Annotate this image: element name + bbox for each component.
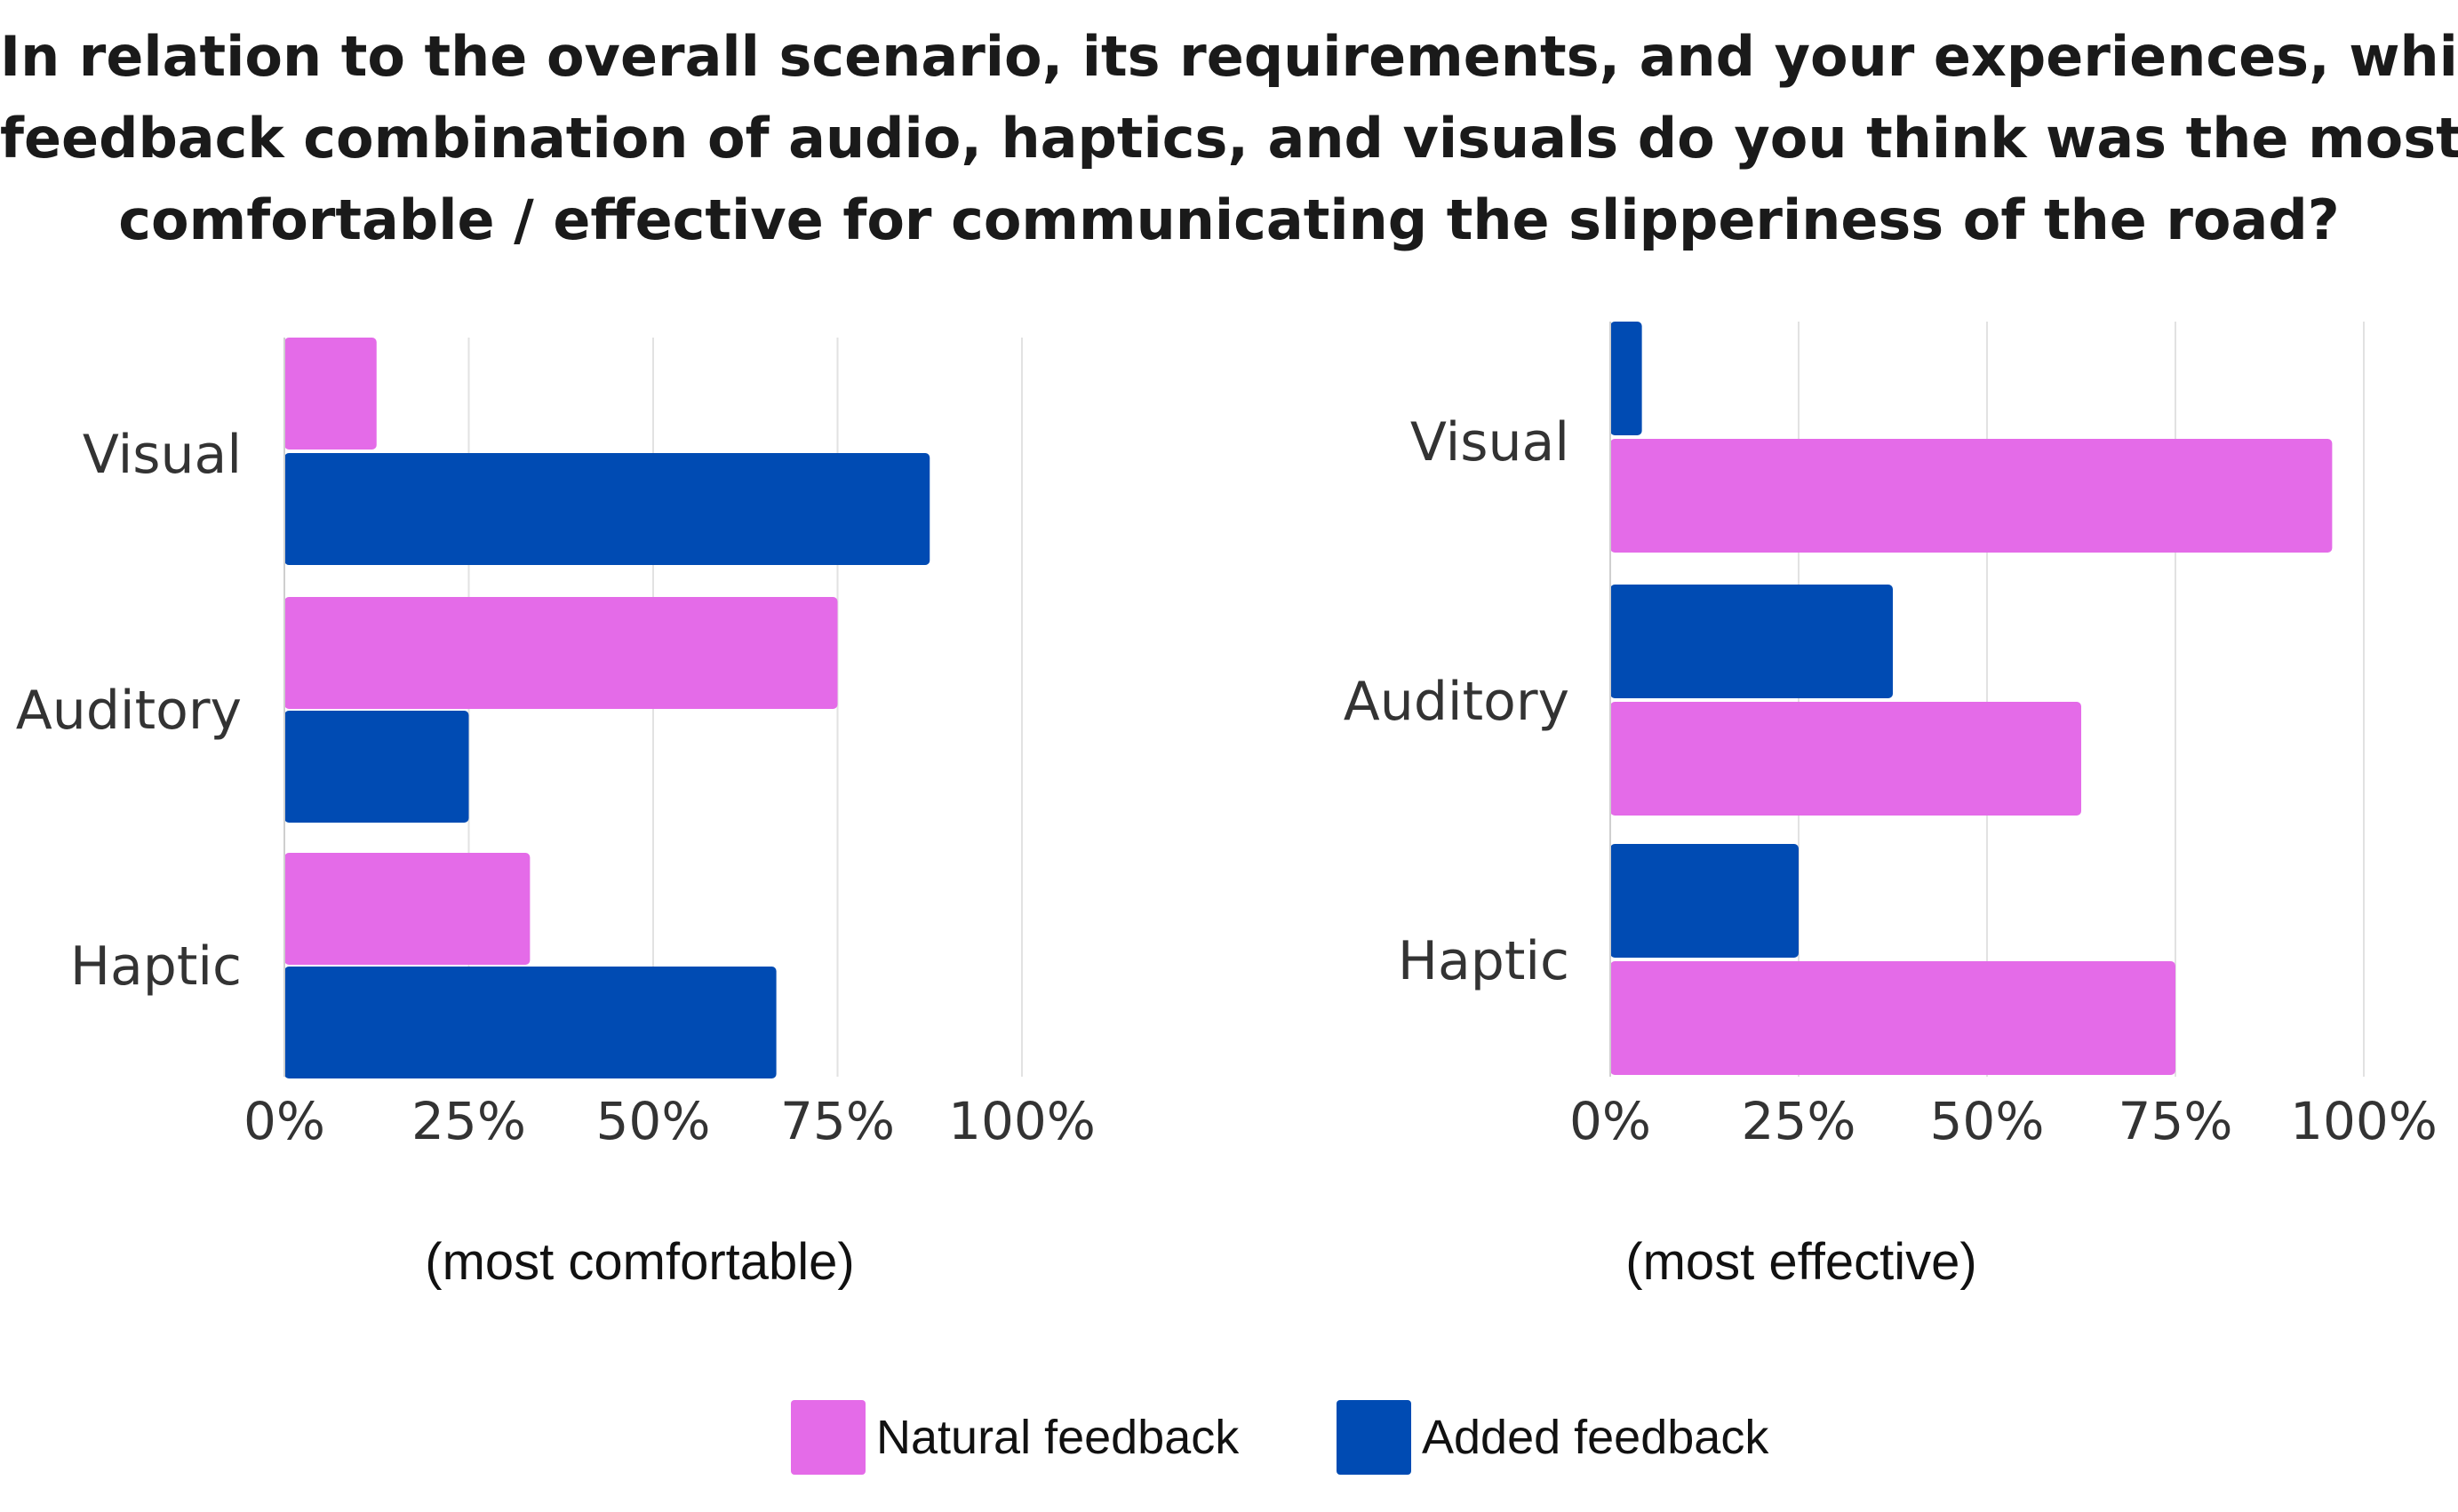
- chart-1-tick-label: 100%: [948, 1091, 1096, 1151]
- chart-2-bar-auditory-added: [1610, 585, 1893, 698]
- chart-1-subtitle: (most comfortable): [425, 1233, 854, 1291]
- chart-1-bar-haptic-added: [284, 967, 777, 1078]
- chart-title: In relation to the overall scenario, its…: [0, 16, 2458, 261]
- chart-1-bar-visual-added: [284, 453, 930, 565]
- legend-swatch-added: [1337, 1400, 1411, 1475]
- chart-2-tick-label: 0%: [1569, 1091, 1651, 1151]
- title-line-1: In relation to the overall scenario, its…: [0, 24, 2458, 89]
- title-line-2-text: feedback combination of audio, haptics, …: [0, 106, 2309, 171]
- chart-1-category-label: Haptic: [70, 935, 242, 998]
- chart-2-tick-label: 25%: [1742, 1091, 1856, 1151]
- legend-label-added: Added feedback: [1422, 1411, 1769, 1464]
- chart-1-bar-haptic-natural: [284, 853, 531, 965]
- chart-2-subtitle: (most effective): [1625, 1233, 1976, 1291]
- title-line-3-text: for communicating the slipperiness of th…: [823, 187, 2340, 252]
- chart-1-category-label: Visual: [83, 424, 242, 486]
- chart-1-tick-label: 75%: [780, 1091, 895, 1151]
- chart-1-category-label: Auditory: [16, 680, 242, 742]
- chart-2-tick-label: 100%: [2290, 1091, 2438, 1151]
- title-line-2: feedback combination of audio, haptics, …: [0, 98, 2458, 179]
- chart-1-tick-label: 50%: [596, 1091, 711, 1151]
- title-line-3: comfortable / effective for communicatin…: [0, 179, 2458, 261]
- chart-2-bar-haptic-added: [1610, 844, 1799, 958]
- chart-2-bar-haptic-natural: [1610, 961, 2175, 1075]
- chart-2-tick-label: 50%: [1930, 1091, 2045, 1151]
- chart-1-bar-auditory-natural: [284, 597, 838, 709]
- chart-2-bar-visual-natural: [1610, 439, 2333, 553]
- chart-1-bar-auditory-added: [284, 711, 469, 823]
- chart-2-category-label: Visual: [1410, 411, 1569, 473]
- chart-2-category-label: Auditory: [1344, 671, 1569, 733]
- chart-2-category-label: Haptic: [1398, 930, 1569, 992]
- title-line-2-bold: most: [2308, 106, 2458, 171]
- title-line-3-bold: comfortable / effective: [118, 187, 824, 252]
- legend-label-natural: Natural feedback: [876, 1411, 1240, 1464]
- legend-swatch-natural: [791, 1400, 866, 1475]
- chart-2-bar-visual-added: [1610, 322, 1642, 435]
- chart-1-tick-label: 0%: [243, 1091, 325, 1151]
- chart-1-tick-label: 25%: [411, 1091, 526, 1151]
- chart-1-bar-visual-natural: [284, 338, 377, 450]
- chart-2-bar-auditory-natural: [1610, 702, 2081, 816]
- chart-2-tick-label: 75%: [2119, 1091, 2233, 1151]
